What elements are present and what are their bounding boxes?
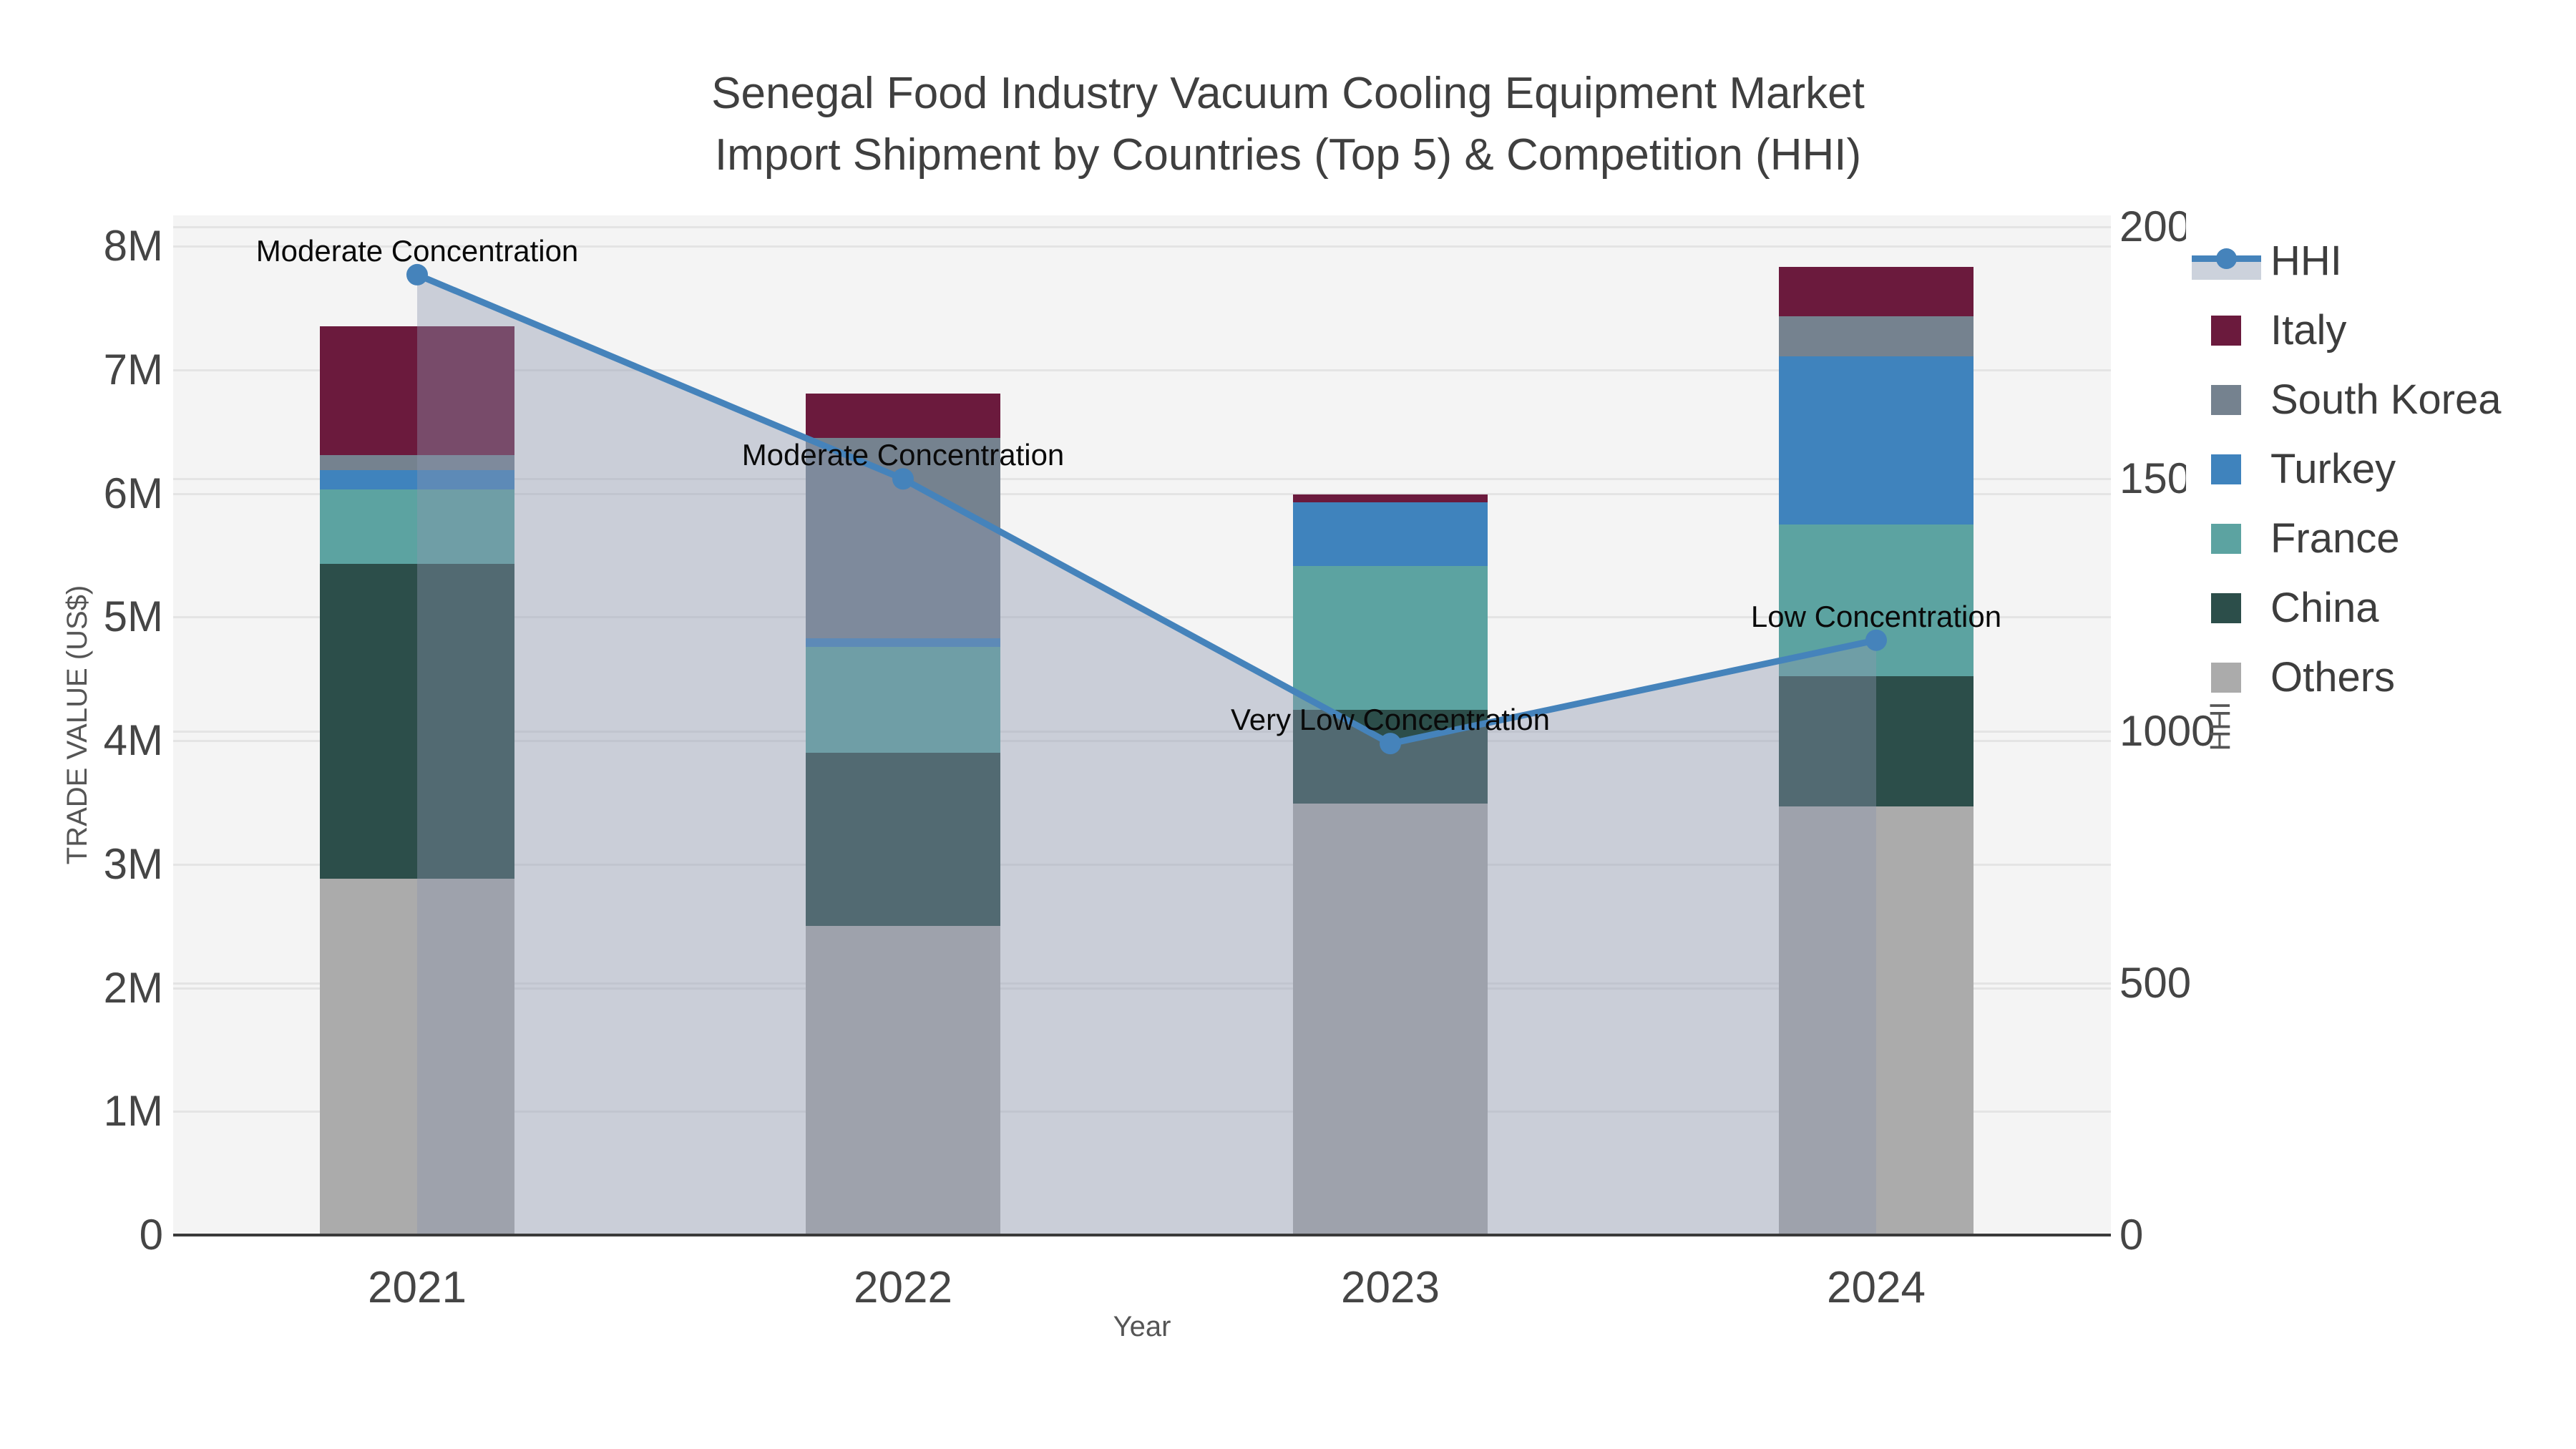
legend-label: South Korea	[2270, 376, 2502, 423]
legend-item-china: China	[2186, 580, 2576, 637]
bar-segment-2021-italy	[320, 326, 514, 455]
legend-swatch-china	[2211, 593, 2241, 623]
bar-segment-2022-others	[806, 926, 1000, 1235]
chart-title-line2: Import Shipment by Countries (Top 5) & C…	[714, 130, 1862, 180]
gridline-left-1M	[173, 1111, 2111, 1113]
bar-segment-2023-others	[1293, 804, 1488, 1235]
bar-segment-2024-turkey	[1779, 356, 1974, 525]
left-axis-tick-2M: 2M	[103, 963, 163, 1012]
legend-item-italy: Italy	[2186, 302, 2576, 359]
x-tick-2021: 2021	[368, 1263, 467, 1312]
legend-swatch-italy	[2211, 316, 2241, 346]
chart-title-line1: Senegal Food Industry Vacuum Cooling Equ…	[711, 69, 1865, 118]
bar-segment-2021-china	[320, 563, 514, 879]
x-axis-title: Year	[1113, 1311, 1171, 1342]
annotation-2024: Low Concentration	[1750, 599, 2002, 633]
legend: HHI Italy South Korea Turkey France China Othe…	[2186, 199, 2576, 704]
x-tick-2023: 2023	[1341, 1263, 1440, 1312]
right-axis-tick-0: 0	[2119, 1211, 2144, 1259]
legend-label: Turkey	[2270, 446, 2396, 492]
chart-title: Senegal Food Industry Vacuum Cooling Equ…	[0, 63, 2576, 186]
bar-segment-2022-china	[806, 753, 1000, 927]
hhi-point-swatch	[2216, 248, 2237, 269]
legend-label: Others	[2270, 654, 2396, 701]
bar-segment-2024-italy	[1779, 267, 1974, 317]
left-axis-title: TRADE VALUE (US$)	[62, 585, 93, 865]
legend-item-turkey: Turkey	[2186, 441, 2576, 498]
legend-label: China	[2270, 585, 2379, 631]
gridline-left-2M	[173, 987, 2111, 990]
legend-label: HHI	[2270, 238, 2342, 284]
x-tick-2022: 2022	[854, 1263, 952, 1312]
x-axis-line	[173, 1234, 2111, 1236]
annotation-2022: Moderate Concentration	[741, 438, 1065, 472]
hhi-legend-marker-icon	[2192, 243, 2261, 280]
annotation-2021: Moderate Concentration	[255, 233, 579, 268]
bar-segment-2024-south-korea	[1779, 316, 1974, 356]
legend-label: Italy	[2270, 307, 2347, 353]
bar-segment-2024-china	[1779, 676, 1974, 806]
legend-item-france: France	[2186, 510, 2576, 567]
bar-segment-2021-france	[320, 489, 514, 564]
bar-segment-2024-others	[1779, 806, 1974, 1235]
legend-swatch-others	[2211, 663, 2241, 693]
left-axis-tick-7M: 7M	[103, 345, 163, 394]
right-axis-tick-1000: 1000	[2119, 706, 2215, 755]
bar-segment-2022-turkey	[806, 638, 1000, 647]
bar-segment-2021-turkey	[320, 469, 514, 490]
bar-segment-2021-south-korea	[320, 454, 514, 470]
left-axis-tick-1M: 1M	[103, 1087, 163, 1136]
bar-segment-2023-italy	[1293, 494, 1488, 502]
legend-swatch-south-korea	[2211, 385, 2241, 415]
gridline-right-2000	[173, 226, 2111, 228]
left-axis-tick-0: 0	[139, 1211, 163, 1259]
legend-swatch-turkey	[2211, 454, 2241, 484]
left-axis-tick-5M: 5M	[103, 592, 163, 641]
bar-segment-2021-others	[320, 879, 514, 1235]
left-axis-tick-3M: 3M	[103, 839, 163, 888]
legend-item-south-korea: South Korea	[2186, 371, 2576, 429]
annotation-2023: Very Low Concentration	[1231, 703, 1550, 737]
bar-segment-2023-turkey	[1293, 502, 1488, 567]
gridline-left-3M	[173, 863, 2111, 866]
legend-item-others: Others	[2186, 649, 2576, 706]
gridline-right-500	[173, 982, 2111, 985]
legend-label: France	[2270, 515, 2400, 562]
x-tick-2024: 2024	[1827, 1263, 1926, 1312]
right-axis-tick-500: 500	[2119, 958, 2192, 1007]
left-axis-tick-4M: 4M	[103, 716, 163, 764]
gridline-left-8M	[173, 245, 2111, 248]
left-axis-tick-6M: 6M	[103, 469, 163, 517]
bar-segment-2022-france	[806, 646, 1000, 753]
legend-item-hhi: HHI	[2186, 233, 2576, 290]
left-axis-tick-8M: 8M	[103, 222, 163, 270]
legend-swatch-france	[2211, 524, 2241, 554]
bar-segment-2022-italy	[806, 393, 1000, 438]
bar-segment-2023-france	[1293, 566, 1488, 710]
